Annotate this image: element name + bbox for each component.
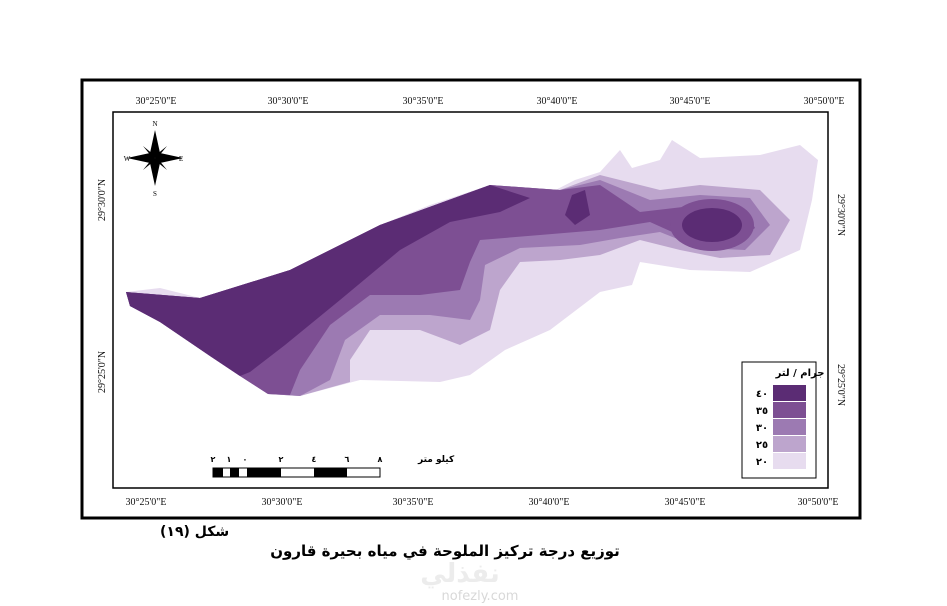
compass: N S E W (124, 120, 183, 198)
scale-label: ١ (227, 455, 232, 464)
zone (565, 190, 590, 225)
figure-number: شكل (١٩) (160, 524, 229, 540)
legend-swatch (773, 419, 806, 435)
legend-label: ٤٠ (756, 389, 768, 400)
scale-label: ٨ (378, 455, 383, 464)
legend-title: جرام / لتر (775, 368, 825, 379)
scale-unit: كيلو متر (417, 455, 455, 465)
lon-label: 30°50'0"E (798, 497, 839, 508)
legend-label: ٣٥ (756, 406, 768, 417)
legend-label: ٢٠ (756, 457, 768, 468)
legend-label: ٢٥ (756, 440, 768, 451)
lon-label: 30°50'0"E (804, 96, 845, 107)
watermark-arabic: نفذلي (420, 559, 500, 589)
lon-label: 30°35'0"E (393, 497, 434, 508)
lon-label: 30°40'0"E (529, 497, 570, 508)
lon-label: 30°45'0"E (670, 96, 711, 107)
compass-n: N (152, 120, 157, 128)
lon-label: 30°45'0"E (665, 497, 706, 508)
lat-label: 29°25'0"N (835, 364, 846, 406)
scale-label: ٢ (279, 455, 284, 464)
scale-label: ٠ (243, 455, 248, 464)
watermark-url: nofezly.com (442, 589, 519, 604)
lake-map (126, 140, 818, 396)
legend-swatch (773, 453, 806, 469)
scale-label: ٦ (345, 455, 350, 464)
legend-swatch (773, 385, 806, 401)
lat-label: 29°30'0"N (835, 194, 846, 236)
legend-swatch (773, 402, 806, 418)
scale-label: ٢ (211, 455, 216, 464)
legend-label: ٣٠ (756, 423, 768, 434)
lon-label: 30°30'0"E (262, 497, 303, 508)
legend-swatch (773, 436, 806, 452)
lon-label: 30°35'0"E (403, 96, 444, 107)
lat-label: 29°30'0"N (97, 179, 108, 221)
lon-label: 30°40'0"E (537, 96, 578, 107)
zone (126, 185, 530, 376)
lon-label: 30°25'0"E (126, 497, 167, 508)
scale-label: ٤ (312, 455, 317, 464)
compass-s: S (153, 190, 157, 198)
lon-label: 30°25'0"E (136, 96, 177, 107)
caption-title: توزيع درجة تركيز الملوحة في مياه بحيرة ق… (270, 542, 620, 560)
compass-e: E (179, 155, 183, 163)
compass-w: W (124, 155, 131, 163)
scale-bar (212, 467, 381, 478)
lon-label: 30°30'0"E (268, 96, 309, 107)
lat-label: 29°25'0"N (97, 351, 108, 393)
zone (682, 208, 742, 242)
